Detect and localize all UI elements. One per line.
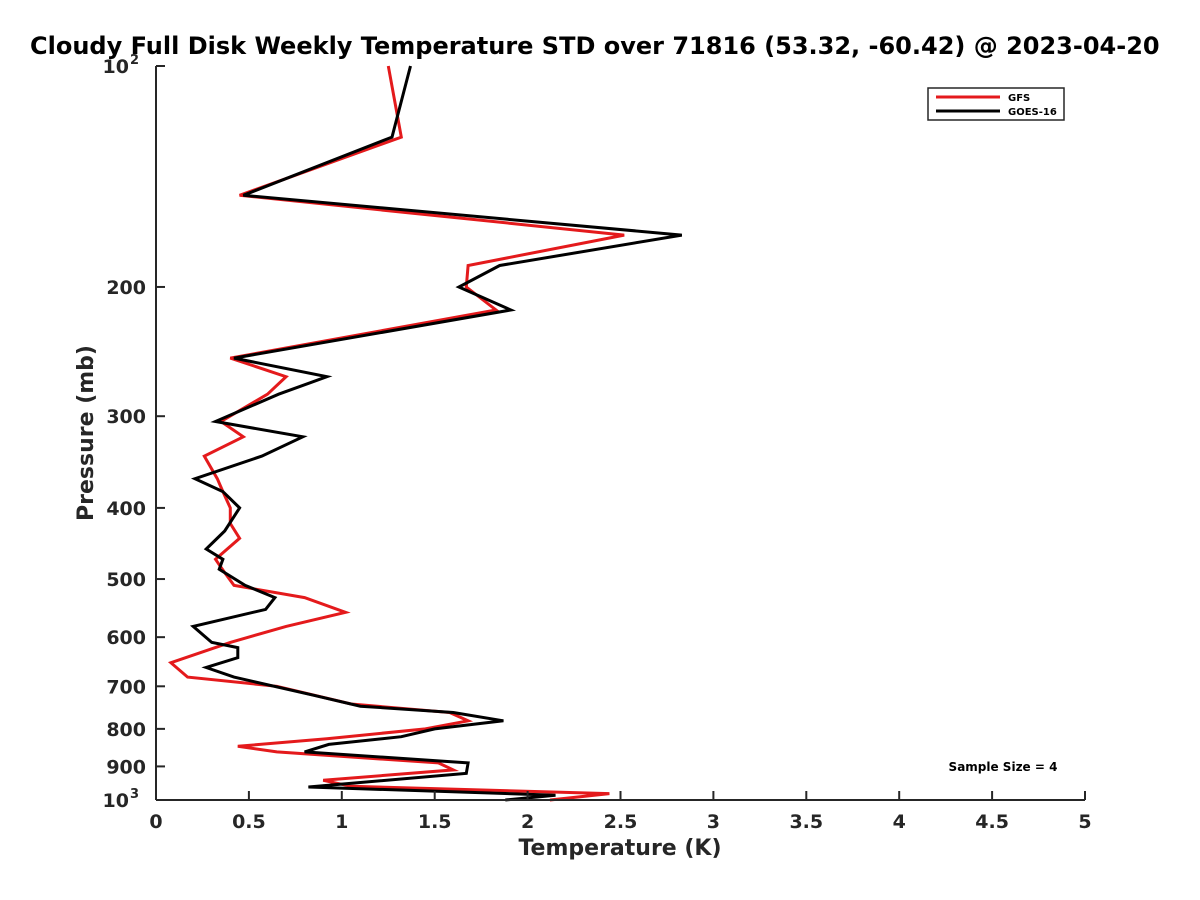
axes: 0 0.5 1 1.5 2 2.5 3 3.5 4 4.5 510 22003004005006007… [103, 53, 1092, 833]
x-tick-label: 2 [521, 811, 534, 833]
x-tick-label: 4 [893, 811, 906, 833]
x-tick-label: 2.5 [604, 811, 638, 833]
y-tick-exponent: 3 [130, 787, 139, 802]
x-tick-label: 3.5 [789, 811, 823, 833]
legend-box [927, 87, 1065, 121]
legend-label: GOES-16 [1008, 107, 1057, 118]
y-tick-label: 300 [106, 406, 146, 428]
y-tick-label: 10 [103, 56, 129, 78]
series-line-goes-16 [189, 65, 683, 802]
y-tick-label: 200 [106, 277, 146, 299]
x-tick-label: 1.5 [418, 811, 452, 833]
y-tick-label: 700 [106, 676, 146, 698]
legend-label: GFS [1008, 93, 1030, 104]
chart-title: Cloudy Full Disk Weekly Temperature STD … [30, 32, 1160, 60]
y-axis-label: Pressure (mb) [74, 345, 99, 521]
series-lines [167, 65, 683, 802]
y-tick-label: 800 [106, 719, 146, 741]
sample-size-annotation: Sample Size = 4 [949, 760, 1058, 774]
y-tick-label: 900 [106, 756, 146, 778]
y-tick-label: 400 [106, 498, 146, 520]
y-tick-exponent: 2 [130, 53, 139, 68]
legend: GFS GOES-16 [927, 87, 1065, 121]
x-tick-label: 0 [149, 811, 162, 833]
y-tick-label: 500 [106, 569, 146, 591]
x-axis-label: Temperature (K) [518, 836, 721, 861]
y-tick-label: 10 [103, 790, 129, 812]
x-tick-label: 5 [1078, 811, 1091, 833]
x-tick-label: 0.5 [232, 811, 266, 833]
x-tick-label: 4.5 [975, 811, 1009, 833]
y-tick-label: 600 [106, 627, 146, 649]
x-tick-label: 1 [335, 811, 348, 833]
x-tick-label: 3 [707, 811, 720, 833]
